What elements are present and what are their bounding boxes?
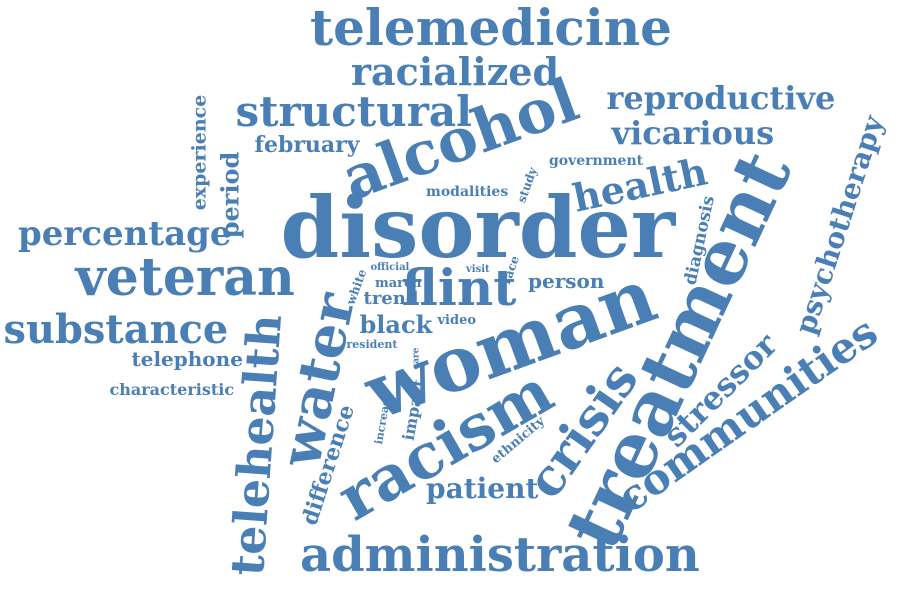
word-person: person (528, 269, 605, 293)
word-psychotherapy: psychotherapy (788, 111, 891, 339)
word-disorder: disorder (280, 178, 676, 277)
word-care: care (411, 347, 422, 369)
word-experience: experience (188, 94, 211, 210)
word-substance: substance (3, 307, 229, 353)
word-visit: visit (466, 264, 490, 275)
word-government: government (549, 153, 644, 169)
word-vicarious: vicarious (611, 114, 775, 152)
word-video: video (437, 312, 477, 328)
word-telemedicine: telemedicine (310, 0, 672, 57)
word-patient: patient (426, 472, 539, 505)
word-trend: trend (363, 288, 419, 309)
word-racialized: racialized (351, 49, 560, 94)
word-february: february (254, 132, 360, 158)
word-flint: flint (401, 258, 517, 317)
word-administration: administration (300, 527, 700, 583)
word-reproductive: reproductive (606, 79, 836, 117)
word-official: official (370, 262, 410, 273)
word-resident: resident (346, 337, 398, 351)
word-veteran: veteran (75, 247, 295, 308)
word-black: black (359, 310, 433, 339)
word-percentage: percentage (18, 214, 232, 254)
word-structural: structural (235, 87, 473, 136)
word-telephone: telephone (131, 347, 243, 371)
word-march: march (375, 275, 422, 291)
word-characteristic: characteristic (109, 380, 235, 399)
word-modalities: modalities (426, 184, 509, 200)
